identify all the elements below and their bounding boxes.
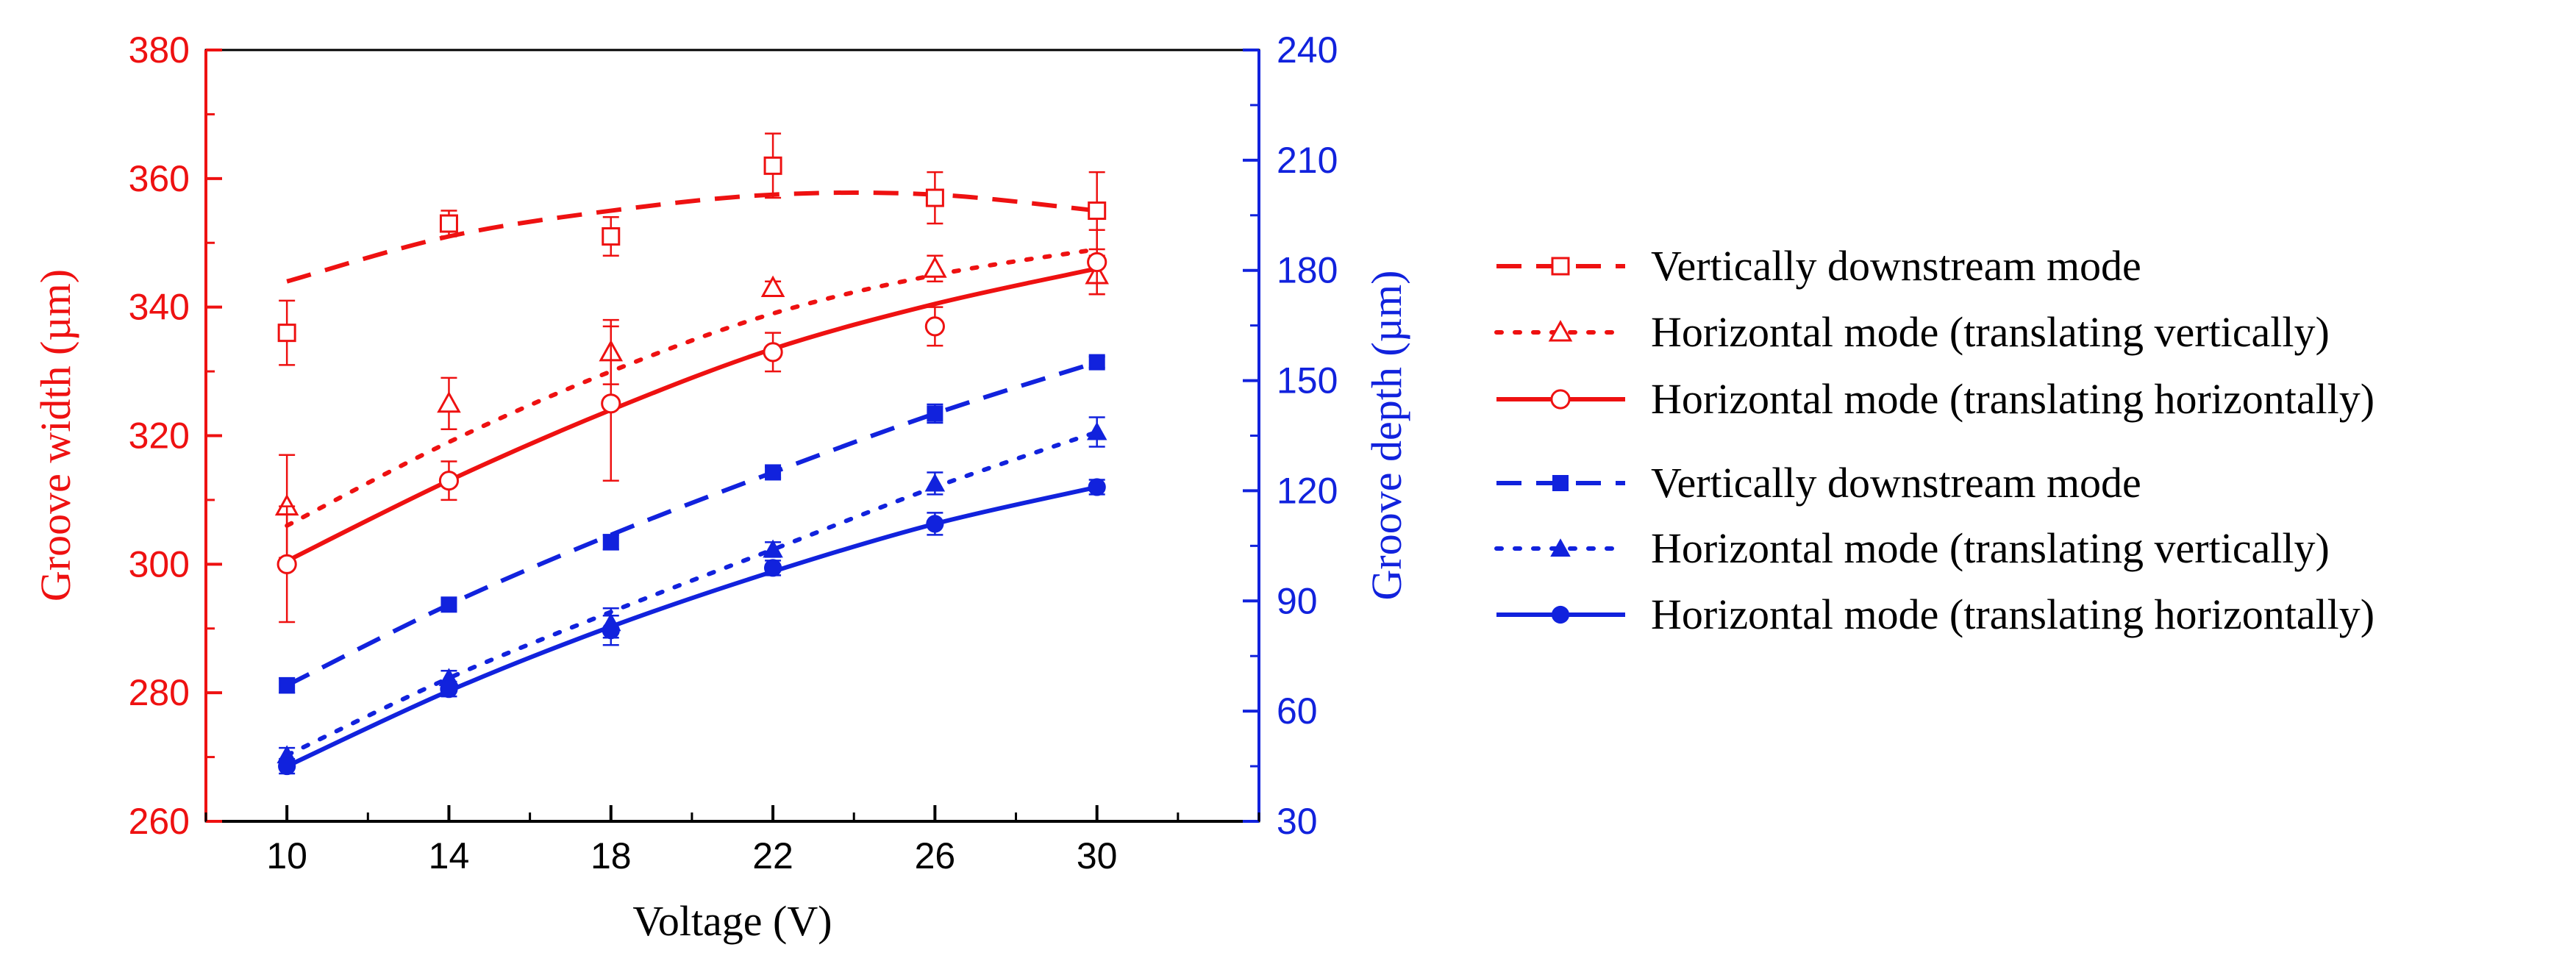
- legend-marker: [1551, 605, 1570, 624]
- legend-marker: [1551, 257, 1570, 276]
- series-3: [276, 229, 1107, 624]
- y-axis-title: Groove width (µm): [32, 269, 79, 601]
- legend-item-3: Horizontal mode (translating horizontall…: [1496, 375, 2375, 423]
- series-6: [278, 478, 1106, 776]
- legend-label: Horizontal mode (translating vertically): [1651, 308, 2330, 356]
- fit-line: [285, 360, 1098, 688]
- data-point-marker: [763, 559, 782, 577]
- data-point-marker: [760, 275, 785, 297]
- data-point-marker: [440, 680, 458, 699]
- x-tick-label: 26: [915, 835, 956, 876]
- data-point-marker: [925, 188, 944, 207]
- fit-line: [285, 485, 1098, 768]
- data-point-marker: [602, 621, 620, 640]
- data-point-marker: [277, 324, 296, 343]
- fit-line: [286, 190, 1097, 284]
- data-point-marker: [437, 390, 461, 413]
- data-point-marker: [1087, 251, 1107, 273]
- legend-item-4: Vertically downstream mode: [1496, 459, 2141, 507]
- data-point-marker: [278, 757, 296, 776]
- x-axis-title: Voltage (V): [632, 897, 832, 945]
- data-point-marker: [440, 596, 457, 613]
- series-group: [274, 132, 1109, 776]
- series-4: [279, 354, 1105, 694]
- data-point-marker: [439, 214, 458, 233]
- x-tick-label: 10: [266, 835, 307, 876]
- series-1: [277, 132, 1107, 366]
- data-point-marker: [763, 539, 783, 558]
- legend-item-6: Horizontal mode (translating horizontall…: [1496, 590, 2375, 638]
- data-point-marker: [601, 393, 621, 414]
- legend-label: Horizontal mode (translating horizontall…: [1651, 590, 2375, 638]
- y2-tick-label: 60: [1277, 690, 1318, 732]
- data-point-marker: [1086, 421, 1107, 440]
- data-point-marker: [927, 405, 943, 422]
- data-point-marker: [276, 554, 297, 574]
- y2-tick-label: 180: [1277, 250, 1338, 291]
- y2-tick-label: 240: [1277, 29, 1338, 71]
- y-tick-label: 320: [129, 415, 190, 457]
- y-tick-label: 260: [129, 801, 190, 842]
- y-tick-label: 340: [129, 287, 190, 328]
- data-point-marker: [924, 473, 946, 492]
- y2-tick-label: 90: [1277, 580, 1318, 621]
- x-tick-label: 30: [1077, 835, 1118, 876]
- data-point-marker: [602, 227, 621, 246]
- y-tick-label: 360: [129, 158, 190, 199]
- legend-label: Vertically downstream mode: [1651, 242, 2141, 290]
- data-point-marker: [763, 156, 782, 175]
- axis-labels: Voltage (V) Groove width (µm) Groove dep…: [32, 269, 1410, 945]
- data-point-marker: [926, 515, 944, 533]
- legend-marker: [1552, 475, 1569, 491]
- data-point-marker: [763, 342, 783, 362]
- y2-tick-label: 30: [1277, 801, 1318, 842]
- data-point-marker: [923, 256, 947, 278]
- y2-tick-label: 210: [1277, 140, 1338, 181]
- axis-ticks: 260 280 300 320 340 360 380 30 60 90 120 150 180 210 2…: [129, 29, 1338, 876]
- data-point-marker: [1088, 201, 1107, 221]
- data-point-marker: [765, 464, 782, 481]
- fit-line: [285, 429, 1099, 758]
- y-tick-label: 380: [129, 29, 190, 71]
- x-tick-label: 14: [429, 835, 470, 876]
- y-tick-label: 280: [129, 672, 190, 713]
- legend-item-1: Vertically downstream mode: [1496, 242, 2141, 290]
- y2-tick-label: 150: [1277, 360, 1338, 401]
- data-point-marker: [1088, 478, 1106, 496]
- x-tick-label: 22: [752, 835, 793, 876]
- fit-line: [285, 246, 1099, 528]
- y2-axis-title: Groove depth (µm): [1363, 271, 1410, 601]
- data-point-marker: [279, 677, 296, 694]
- legend-marker: [1548, 320, 1573, 342]
- data-point-marker: [602, 534, 619, 551]
- data-point-marker: [924, 316, 945, 337]
- data-point-marker: [1088, 354, 1105, 371]
- data-point-marker: [438, 471, 460, 491]
- legend-item-5: Horizontal mode (translating vertically): [1494, 524, 2330, 572]
- legend-label: Horizontal mode (translating vertically): [1651, 524, 2330, 572]
- legend-item-2: Horizontal mode (translating vertically): [1494, 308, 2330, 356]
- y-tick-label: 300: [129, 543, 190, 585]
- x-tick-label: 18: [591, 835, 632, 876]
- y2-tick-label: 120: [1277, 470, 1338, 511]
- legend-label: Horizontal mode (translating horizontall…: [1651, 375, 2375, 423]
- legend: Vertically downstream mode Horizontal mod…: [1494, 242, 2375, 638]
- legend-marker: [1550, 389, 1571, 410]
- legend-label: Vertically downstream mode: [1651, 459, 2141, 507]
- fit-line: [285, 266, 1098, 563]
- legend-marker: [1550, 538, 1571, 557]
